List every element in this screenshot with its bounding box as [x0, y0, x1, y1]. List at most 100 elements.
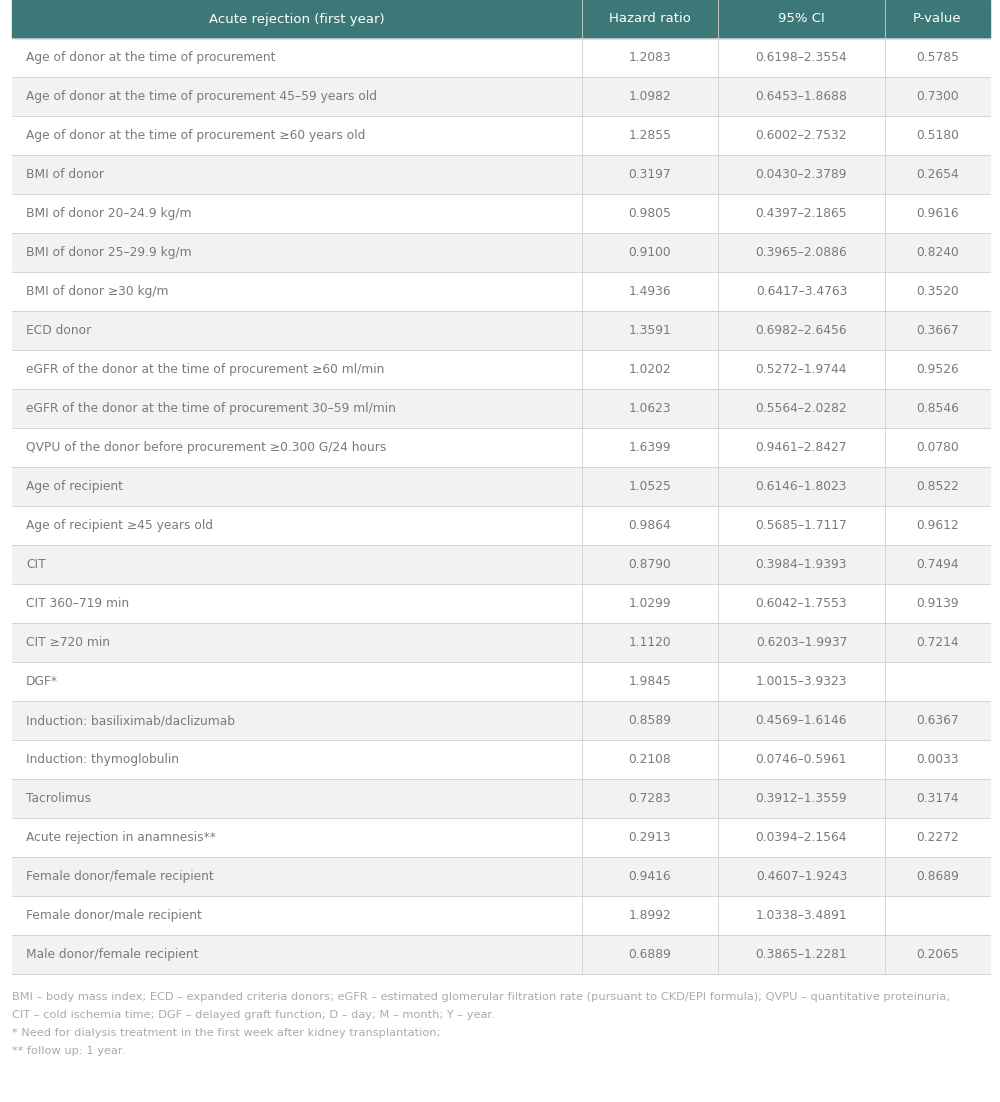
Text: 0.8546: 0.8546 — [916, 402, 959, 415]
Text: 0.5564–2.0282: 0.5564–2.0282 — [756, 402, 847, 415]
Text: 0.0430–2.3789: 0.0430–2.3789 — [756, 168, 847, 181]
Bar — [12, 311, 990, 350]
Text: 0.5685–1.7117: 0.5685–1.7117 — [756, 519, 847, 532]
Text: 0.8790: 0.8790 — [629, 558, 671, 571]
Text: 1.2083: 1.2083 — [629, 51, 671, 64]
Text: 0.2108: 0.2108 — [629, 753, 671, 766]
Text: 0.6417–3.4763: 0.6417–3.4763 — [756, 285, 847, 298]
Text: 1.0525: 1.0525 — [629, 480, 671, 493]
Text: Age of donor at the time of procurement 45–59 years old: Age of donor at the time of procurement … — [26, 90, 377, 102]
Text: 1.1120: 1.1120 — [629, 636, 671, 649]
Text: 1.0202: 1.0202 — [629, 363, 671, 376]
Text: 0.6198–2.3554: 0.6198–2.3554 — [756, 51, 847, 64]
Text: 1.9845: 1.9845 — [629, 676, 671, 688]
Text: 0.5272–1.9744: 0.5272–1.9744 — [756, 363, 847, 376]
Text: BMI of donor 25–29.9 kg/m: BMI of donor 25–29.9 kg/m — [26, 246, 192, 259]
Bar — [12, 233, 990, 272]
Bar — [12, 896, 990, 934]
Text: eGFR of the donor at the time of procurement ≥60 ml/min: eGFR of the donor at the time of procure… — [26, 363, 384, 376]
Text: 0.6453–1.8688: 0.6453–1.8688 — [756, 90, 847, 102]
Text: Age of donor at the time of procurement ≥60 years old: Age of donor at the time of procurement … — [26, 129, 365, 142]
Text: 1.0982: 1.0982 — [629, 90, 671, 102]
Text: 0.0746–0.5961: 0.0746–0.5961 — [756, 753, 847, 766]
Text: 0.9139: 0.9139 — [916, 597, 959, 611]
Text: 0.3667: 0.3667 — [916, 324, 959, 337]
Text: 0.7283: 0.7283 — [629, 792, 671, 804]
Text: 0.3965–2.0886: 0.3965–2.0886 — [756, 246, 847, 259]
Text: 0.3984–1.9393: 0.3984–1.9393 — [756, 558, 847, 571]
Text: CIT 360–719 min: CIT 360–719 min — [26, 597, 129, 611]
Bar — [12, 272, 990, 311]
Text: 0.2913: 0.2913 — [629, 831, 671, 844]
Text: 0.9616: 0.9616 — [916, 207, 959, 220]
Bar — [12, 779, 990, 818]
Text: 0.4569–1.6146: 0.4569–1.6146 — [756, 714, 847, 727]
Text: ** follow up: 1 year.: ** follow up: 1 year. — [12, 1046, 125, 1056]
Text: ECD donor: ECD donor — [26, 324, 91, 337]
Text: 0.9805: 0.9805 — [629, 207, 671, 220]
Text: Age of recipient: Age of recipient — [26, 480, 123, 493]
Bar — [12, 37, 990, 77]
Text: Age of donor at the time of procurement: Age of donor at the time of procurement — [26, 51, 276, 64]
Text: QVPU of the donor before procurement ≥0.300 G/24 hours: QVPU of the donor before procurement ≥0.… — [26, 441, 386, 454]
Text: 1.6399: 1.6399 — [629, 441, 671, 454]
Text: Age of recipient ≥45 years old: Age of recipient ≥45 years old — [26, 519, 213, 532]
Text: 0.6146–1.8023: 0.6146–1.8023 — [756, 480, 847, 493]
Bar — [12, 584, 990, 623]
Text: 1.0338–3.4891: 1.0338–3.4891 — [756, 909, 847, 922]
Text: BMI of donor: BMI of donor — [26, 168, 104, 181]
Text: BMI – body mass index; ECD – expanded criteria donors; eGFR – estimated glomerul: BMI – body mass index; ECD – expanded cr… — [12, 992, 950, 1002]
Text: 0.4607–1.9243: 0.4607–1.9243 — [756, 869, 847, 883]
Text: Female donor/female recipient: Female donor/female recipient — [26, 869, 214, 883]
Bar — [12, 701, 990, 741]
Text: 0.9100: 0.9100 — [629, 246, 671, 259]
Text: P-value: P-value — [913, 12, 962, 25]
Text: 0.6367: 0.6367 — [916, 714, 959, 727]
Text: Induction: thymoglobulin: Induction: thymoglobulin — [26, 753, 179, 766]
Text: Female donor/male recipient: Female donor/male recipient — [26, 909, 202, 922]
Bar — [12, 662, 990, 701]
Bar — [12, 934, 990, 974]
Bar — [12, 623, 990, 662]
Text: 0.9612: 0.9612 — [916, 519, 959, 532]
Bar — [12, 741, 990, 779]
Text: 1.0015–3.9323: 1.0015–3.9323 — [756, 676, 847, 688]
Text: DGF*: DGF* — [26, 676, 58, 688]
Text: 0.9526: 0.9526 — [916, 363, 959, 376]
Text: BMI of donor ≥30 kg/m: BMI of donor ≥30 kg/m — [26, 285, 168, 298]
Text: 95% CI: 95% CI — [778, 12, 825, 25]
Text: 0.8689: 0.8689 — [916, 869, 959, 883]
Text: 0.2654: 0.2654 — [916, 168, 959, 181]
Bar — [12, 155, 990, 194]
Text: 0.6203–1.9937: 0.6203–1.9937 — [756, 636, 847, 649]
Bar — [12, 389, 990, 428]
Text: CIT – cold ischemia time; DGF – delayed graft function; D – day; M – month; Y – : CIT – cold ischemia time; DGF – delayed … — [12, 1011, 495, 1020]
Text: 0.6889: 0.6889 — [629, 948, 671, 961]
Text: Tacrolimus: Tacrolimus — [26, 792, 91, 804]
Text: 0.0033: 0.0033 — [916, 753, 959, 766]
Text: 1.3591: 1.3591 — [629, 324, 671, 337]
Text: 0.6002–2.7532: 0.6002–2.7532 — [756, 129, 847, 142]
Bar — [12, 506, 990, 545]
Text: 0.3520: 0.3520 — [916, 285, 959, 298]
Bar — [12, 194, 990, 233]
Text: 1.0299: 1.0299 — [629, 597, 671, 611]
Text: 0.7214: 0.7214 — [916, 636, 959, 649]
Text: 0.3197: 0.3197 — [629, 168, 671, 181]
Text: 0.7300: 0.7300 — [916, 90, 959, 102]
Text: 0.2065: 0.2065 — [916, 948, 959, 961]
Text: 0.7494: 0.7494 — [916, 558, 959, 571]
Text: 0.6042–1.7553: 0.6042–1.7553 — [756, 597, 847, 611]
Text: 0.8522: 0.8522 — [916, 480, 959, 493]
Bar — [12, 428, 990, 467]
Bar — [12, 116, 990, 155]
Text: 0.5180: 0.5180 — [916, 129, 959, 142]
Text: 0.5785: 0.5785 — [916, 51, 959, 64]
Text: Acute rejection (first year): Acute rejection (first year) — [209, 12, 385, 25]
Text: 1.4936: 1.4936 — [629, 285, 671, 298]
Text: 1.0623: 1.0623 — [629, 402, 671, 415]
Text: 0.2272: 0.2272 — [916, 831, 959, 844]
Text: 0.0780: 0.0780 — [916, 441, 959, 454]
Bar — [12, 857, 990, 896]
Text: CIT: CIT — [26, 558, 46, 571]
